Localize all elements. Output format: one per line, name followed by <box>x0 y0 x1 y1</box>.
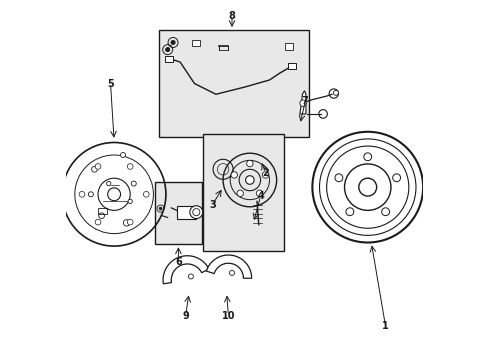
Circle shape <box>256 190 262 197</box>
Text: 2: 2 <box>262 168 269 178</box>
Polygon shape <box>163 256 208 284</box>
Polygon shape <box>206 255 251 278</box>
Bar <box>288 63 296 69</box>
Circle shape <box>245 176 254 184</box>
Circle shape <box>188 274 193 279</box>
Circle shape <box>262 172 268 178</box>
Text: 8: 8 <box>228 11 235 21</box>
Circle shape <box>95 163 101 169</box>
Circle shape <box>95 219 101 225</box>
Bar <box>176 206 196 219</box>
Circle shape <box>127 219 133 225</box>
Circle shape <box>237 190 243 197</box>
Circle shape <box>246 160 253 167</box>
Bar <box>165 56 173 62</box>
Circle shape <box>392 174 400 182</box>
Circle shape <box>143 192 149 197</box>
Bar <box>98 207 107 214</box>
Bar <box>159 30 308 137</box>
Circle shape <box>99 213 104 219</box>
Text: 4: 4 <box>257 191 264 201</box>
Text: 1: 1 <box>382 321 388 332</box>
Circle shape <box>189 206 203 219</box>
Circle shape <box>171 40 175 45</box>
Circle shape <box>230 172 237 178</box>
Text: 10: 10 <box>221 311 235 321</box>
Bar <box>285 43 292 50</box>
Circle shape <box>121 153 125 157</box>
Circle shape <box>107 188 121 201</box>
Bar <box>203 134 283 251</box>
Circle shape <box>159 207 162 210</box>
Circle shape <box>123 220 130 226</box>
Circle shape <box>165 48 169 52</box>
Circle shape <box>333 90 338 95</box>
Circle shape <box>345 208 353 216</box>
Circle shape <box>128 199 132 203</box>
Circle shape <box>131 181 136 186</box>
Circle shape <box>358 178 376 196</box>
Circle shape <box>334 174 342 182</box>
Text: 3: 3 <box>208 200 215 210</box>
Text: 9: 9 <box>182 311 188 321</box>
Circle shape <box>79 192 84 197</box>
Polygon shape <box>299 91 305 114</box>
Circle shape <box>127 163 133 169</box>
Text: 5: 5 <box>107 78 114 89</box>
Bar <box>192 40 200 46</box>
Circle shape <box>106 181 111 186</box>
Circle shape <box>381 208 389 216</box>
Circle shape <box>363 153 371 161</box>
Circle shape <box>91 166 97 172</box>
Bar <box>155 182 201 244</box>
Circle shape <box>299 100 305 107</box>
Circle shape <box>229 270 234 275</box>
Text: 7: 7 <box>301 96 308 107</box>
Circle shape <box>88 192 93 197</box>
Text: 6: 6 <box>175 257 182 267</box>
